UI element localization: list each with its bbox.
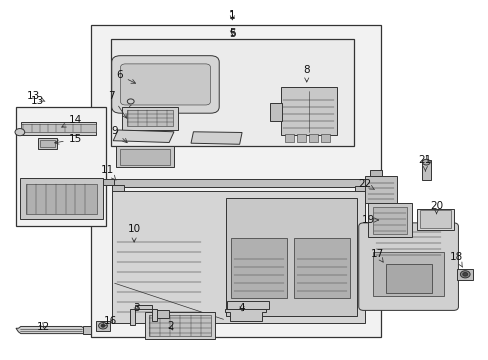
Polygon shape — [224, 309, 266, 321]
Text: 16: 16 — [101, 316, 117, 326]
Text: 13: 13 — [26, 91, 45, 101]
Bar — [16, 107, 106, 226]
Bar — [100, 179, 114, 185]
Circle shape — [462, 273, 467, 276]
Bar — [227, 301, 268, 309]
Text: 12: 12 — [37, 322, 50, 332]
Text: 22: 22 — [358, 179, 374, 189]
Text: 1: 1 — [228, 11, 235, 21]
Bar — [296, 134, 305, 143]
Bar — [285, 134, 293, 143]
Bar — [355, 186, 367, 202]
Bar — [111, 39, 353, 146]
Text: 17: 17 — [370, 249, 383, 262]
Bar — [225, 198, 357, 316]
Bar — [369, 170, 381, 176]
Polygon shape — [113, 130, 174, 143]
Bar — [365, 176, 396, 203]
Circle shape — [422, 159, 429, 165]
Text: 2: 2 — [167, 321, 174, 332]
Circle shape — [15, 129, 25, 136]
Bar — [421, 160, 430, 180]
Bar — [20, 178, 102, 219]
Text: 20: 20 — [429, 201, 442, 214]
Circle shape — [101, 324, 105, 327]
Bar — [21, 124, 96, 132]
Text: 15: 15 — [55, 134, 82, 144]
Bar — [416, 208, 453, 230]
Polygon shape — [191, 132, 242, 144]
Polygon shape — [16, 327, 86, 334]
Bar — [40, 140, 55, 148]
Text: 13: 13 — [31, 96, 44, 107]
Bar — [281, 87, 336, 135]
Bar — [372, 207, 407, 234]
Polygon shape — [130, 305, 157, 325]
Bar — [321, 134, 329, 143]
Bar — [112, 191, 365, 323]
Text: 6: 6 — [116, 70, 135, 83]
Text: 14: 14 — [61, 115, 82, 127]
Circle shape — [127, 99, 134, 104]
Bar — [457, 269, 472, 280]
Bar — [157, 310, 169, 318]
FancyBboxPatch shape — [358, 223, 458, 310]
Text: 4: 4 — [238, 302, 245, 312]
Text: 5: 5 — [228, 28, 235, 38]
Circle shape — [459, 271, 469, 278]
Bar — [38, 138, 57, 149]
Text: 21: 21 — [418, 156, 431, 171]
Bar — [116, 146, 174, 167]
Circle shape — [99, 323, 107, 329]
Bar — [21, 122, 96, 135]
Bar — [112, 185, 124, 208]
Bar — [144, 312, 215, 339]
Text: 7: 7 — [108, 91, 126, 118]
FancyBboxPatch shape — [112, 56, 219, 113]
Bar — [126, 111, 173, 126]
Bar — [368, 203, 411, 237]
Text: 5: 5 — [228, 28, 235, 39]
Bar — [148, 315, 211, 336]
Bar — [26, 184, 97, 214]
Text: 9: 9 — [111, 126, 127, 143]
Bar — [96, 321, 110, 331]
Bar — [122, 107, 178, 130]
Bar — [231, 238, 286, 298]
Bar — [270, 103, 282, 121]
Text: 19: 19 — [361, 215, 378, 225]
Text: 10: 10 — [127, 224, 141, 242]
FancyBboxPatch shape — [120, 64, 210, 105]
Bar — [294, 238, 349, 298]
Bar — [112, 179, 365, 187]
Bar — [372, 252, 443, 296]
Bar — [82, 327, 91, 334]
Text: 1: 1 — [228, 10, 235, 20]
Text: 8: 8 — [303, 65, 309, 82]
Text: 18: 18 — [449, 252, 462, 267]
Bar — [119, 149, 170, 165]
Bar — [308, 134, 317, 143]
Text: 11: 11 — [101, 165, 116, 180]
Bar — [419, 210, 450, 228]
Bar — [91, 24, 380, 337]
Text: 3: 3 — [133, 302, 140, 312]
Bar — [385, 264, 431, 293]
